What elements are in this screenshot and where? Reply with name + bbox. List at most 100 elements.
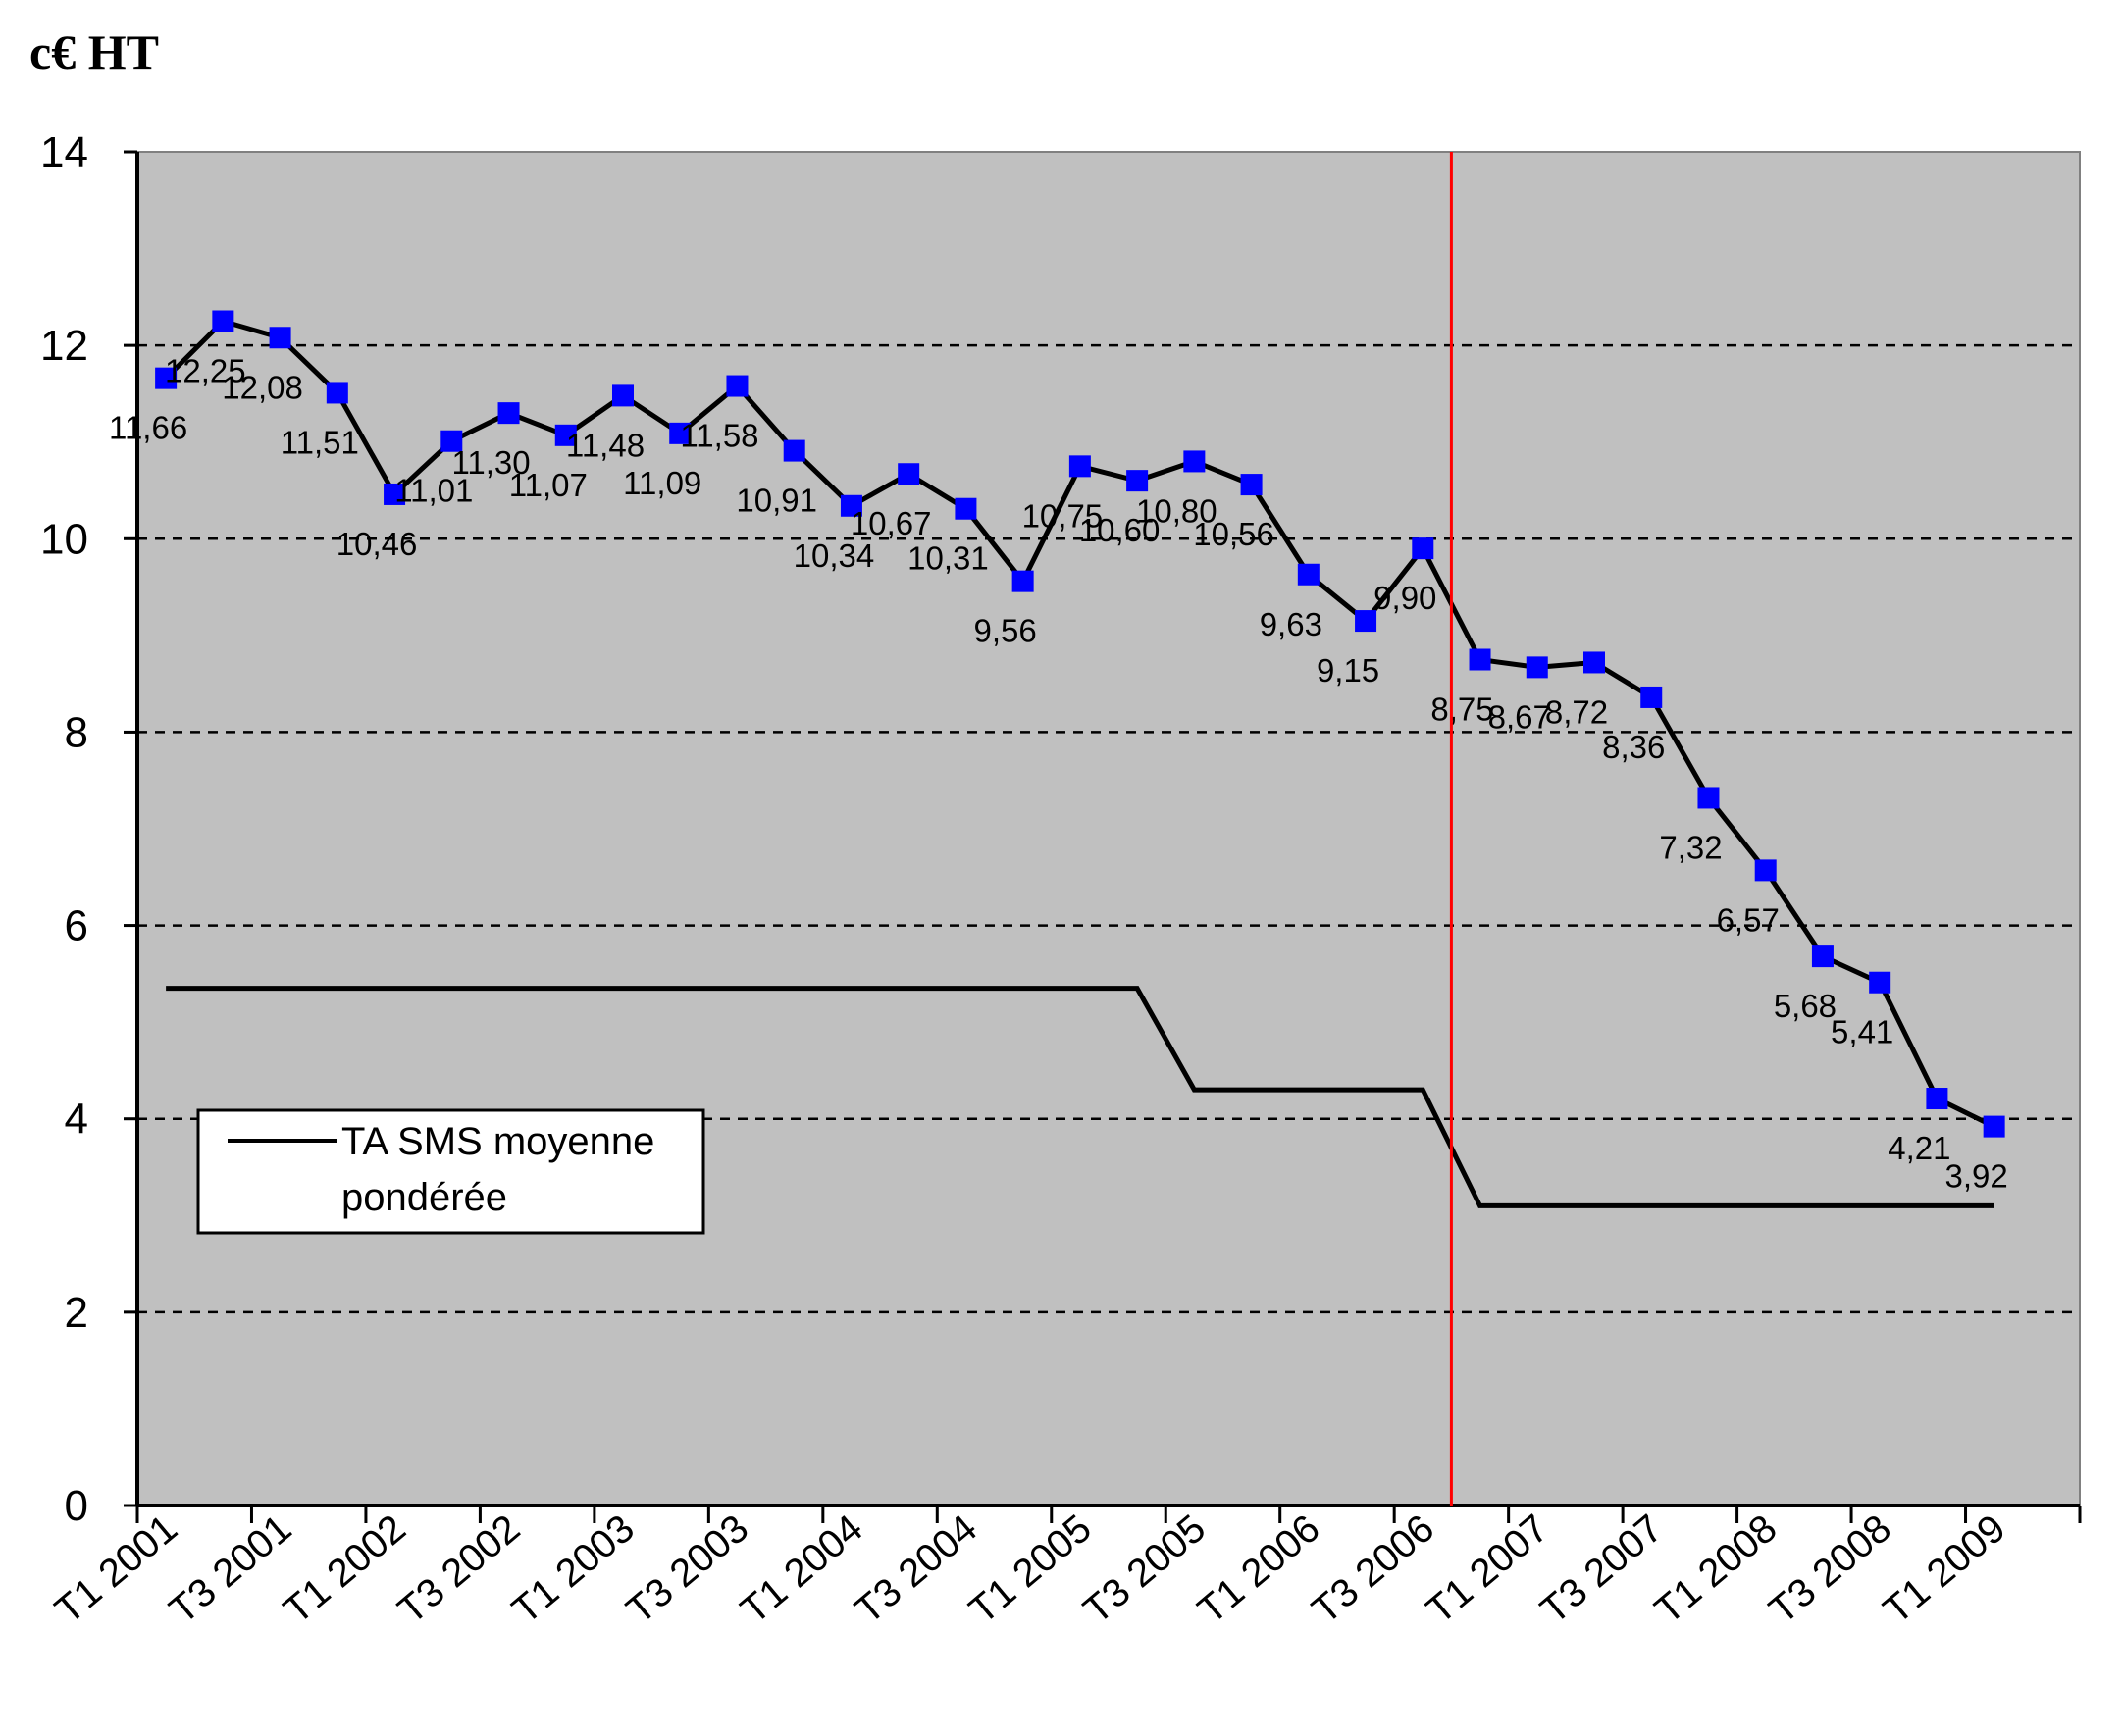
- data-point: [1240, 474, 1263, 496]
- data-point: [1183, 450, 1206, 473]
- data-point: [669, 422, 692, 444]
- data-point: [955, 497, 977, 520]
- data-label: 9,63: [1260, 606, 1322, 642]
- data-label: 5,68: [1774, 988, 1837, 1024]
- data-point: [1983, 1115, 2005, 1138]
- data-point: [783, 439, 805, 462]
- data-point: [1412, 537, 1434, 560]
- x-tick-label: T1 2006: [1190, 1506, 1328, 1632]
- data-label: 8,75: [1430, 691, 1493, 728]
- data-label: 11,07: [509, 467, 588, 503]
- legend-label-line1: TA SMS moyenne: [341, 1120, 654, 1163]
- data-point: [612, 384, 634, 407]
- data-label: 10,80: [1136, 492, 1217, 529]
- legend-label-line2: pondérée: [341, 1176, 507, 1219]
- data-label: 12,25: [165, 353, 246, 389]
- data-label: 11,30: [451, 444, 530, 481]
- y-unit-label: c€ HT: [29, 25, 159, 79]
- data-point: [1583, 651, 1605, 674]
- x-tick-label: T3 2003: [619, 1506, 757, 1632]
- data-label: 9,15: [1317, 652, 1379, 689]
- data-label: 5,41: [1831, 1014, 1893, 1050]
- data-point: [1640, 686, 1663, 708]
- x-tick-label: T3 2006: [1304, 1506, 1442, 1632]
- x-tick-label: T1 2005: [961, 1506, 1100, 1632]
- x-tick-label: T1 2002: [276, 1506, 414, 1632]
- data-point: [840, 494, 862, 517]
- series-ta-sms: [166, 986, 1994, 1208]
- y-tick-label: 0: [65, 1482, 88, 1530]
- data-point: [1355, 610, 1377, 633]
- y-axis-ticks: 0 2 4 6 8 10 12 14: [40, 128, 137, 1530]
- data-point: [1869, 971, 1891, 994]
- data-label: 10,75: [1022, 497, 1104, 534]
- data-label: 8,36: [1602, 729, 1665, 765]
- y-tick-label: 10: [40, 515, 88, 563]
- data-point: [1754, 859, 1777, 882]
- data-point: [440, 430, 463, 452]
- data-label: 8,72: [1545, 693, 1608, 730]
- data-label: 11,66: [109, 410, 187, 446]
- x-tick-label: T1 2004: [733, 1506, 871, 1632]
- x-tick-label: T1 2009: [1876, 1506, 2014, 1632]
- series-line-ta-sms: [166, 986, 1994, 1208]
- data-point: [898, 463, 920, 485]
- data-point: [1297, 563, 1320, 586]
- data-label: 9,56: [974, 613, 1037, 649]
- y-tick-label: 4: [65, 1096, 88, 1144]
- data-label: 10,60: [1079, 512, 1161, 548]
- data-point: [1469, 648, 1491, 671]
- data-label: 10,31: [907, 540, 989, 577]
- data-label: 10,91: [736, 483, 817, 519]
- data-label: 10,56: [1193, 516, 1274, 552]
- plot-area: [136, 151, 2081, 1506]
- data-point: [1811, 945, 1834, 968]
- data-label: 12,08: [222, 369, 303, 405]
- data-label: 11,51: [281, 424, 359, 460]
- x-tick-label: T3 2004: [847, 1506, 985, 1632]
- data-label: 6,57: [1717, 901, 1780, 938]
- axes: [135, 152, 2080, 1507]
- data-label: 11,48: [566, 427, 645, 463]
- legend-box: [196, 1108, 705, 1235]
- legend: TA SMS moyenne pondérée: [196, 1108, 705, 1235]
- data-label: 11,01: [394, 473, 473, 509]
- data-point: [1068, 455, 1091, 478]
- data-point: [212, 310, 234, 332]
- data-label: 10,34: [794, 537, 875, 574]
- x-tick-label: T3 2002: [390, 1506, 529, 1632]
- data-label: 8,67: [1488, 698, 1551, 735]
- data-point: [1697, 787, 1720, 809]
- data-label: 11,09: [623, 465, 701, 501]
- x-tick-label: T1 2007: [1419, 1506, 1557, 1632]
- data-point: [269, 327, 291, 349]
- data-label: 10,67: [851, 505, 932, 541]
- x-tick-label: T3 2005: [1075, 1506, 1214, 1632]
- y-tick-label: 6: [65, 902, 88, 950]
- data-point: [1926, 1088, 1948, 1110]
- x-tick-label: T1 2003: [504, 1506, 643, 1632]
- data-point: [1011, 570, 1034, 592]
- x-tick-label: T3 2007: [1532, 1506, 1671, 1632]
- y-tick-label: 8: [65, 708, 88, 756]
- data-label: 11,58: [680, 418, 758, 454]
- data-point: [726, 375, 749, 397]
- data-point: [1126, 470, 1149, 492]
- x-tick-label: T1 2008: [1647, 1506, 1786, 1632]
- data-point: [326, 382, 348, 404]
- data-point: [497, 402, 520, 425]
- data-point: [554, 424, 577, 446]
- data-label: 3,92: [1945, 1158, 2008, 1195]
- data-label: 7,32: [1659, 829, 1722, 865]
- y-tick-label: 14: [40, 128, 88, 177]
- y-tick-label: 12: [40, 322, 88, 370]
- data-point: [1526, 656, 1548, 679]
- data-label: 9,90: [1373, 580, 1436, 616]
- x-tick-label: T3 2008: [1761, 1506, 1899, 1632]
- data-label: 10,46: [337, 526, 418, 562]
- data-label: 4,21: [1888, 1130, 1950, 1166]
- data-point: [384, 483, 406, 505]
- x-tick-label: T3 2001: [162, 1506, 300, 1632]
